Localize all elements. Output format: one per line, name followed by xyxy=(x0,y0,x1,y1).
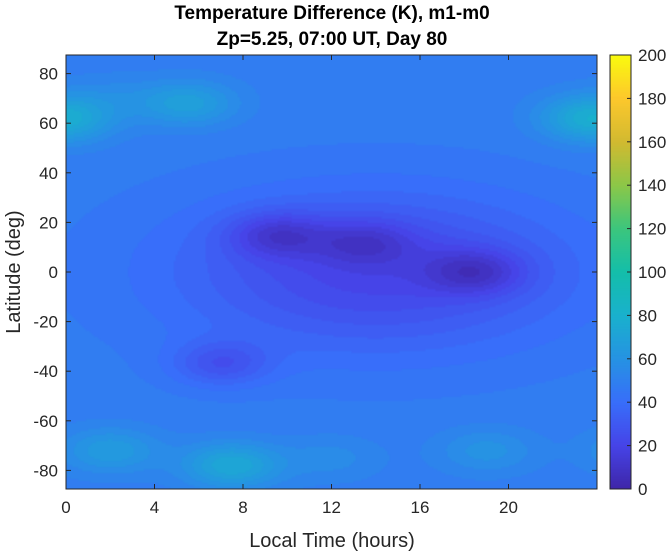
colorbar-tick-label: 100 xyxy=(638,263,666,282)
y-tick-label: -20 xyxy=(33,313,58,332)
temperature-difference-field xyxy=(66,55,597,489)
y-tick-label: 80 xyxy=(39,65,58,84)
colorbar-tick-label: 20 xyxy=(638,437,657,456)
colorbar-tick-label: 40 xyxy=(638,393,657,412)
x-tick-label: 8 xyxy=(238,498,247,517)
y-axis-label: Latitude (deg) xyxy=(3,210,25,333)
y-tick-label: -80 xyxy=(33,461,58,480)
x-tick-label: 16 xyxy=(411,498,430,517)
x-tick-label: 20 xyxy=(499,498,518,517)
plot-area: 0 4 8 12 16 20 80 60 40 20 0 -20 -40 -60 -80 xyxy=(33,54,598,517)
x-tick-label: 12 xyxy=(322,498,341,517)
colorbar-tick-label: 160 xyxy=(638,133,666,152)
colorbar-tick-label: 200 xyxy=(638,46,666,65)
y-tick-label: -40 xyxy=(33,362,58,381)
chart-title-line2: Zp=5.25, 07:00 UT, Day 80 xyxy=(217,29,448,50)
colorbar-tick-label: 80 xyxy=(638,306,657,325)
y-tick-label: 0 xyxy=(49,263,58,282)
y-tick-label: 60 xyxy=(39,114,58,133)
y-tick-label: 20 xyxy=(39,213,58,232)
x-axis: 0 4 8 12 16 20 xyxy=(61,55,518,517)
x-tick-label: 4 xyxy=(150,498,159,517)
colorbar-tick-label: 120 xyxy=(638,220,666,239)
colorbar-tick-label: 180 xyxy=(638,89,666,108)
y-tick-label: -60 xyxy=(33,412,58,431)
y-tick-label: 40 xyxy=(39,164,58,183)
colorbar-gradient xyxy=(610,55,631,489)
colorbar-tick-label: 60 xyxy=(638,350,657,369)
colorbar-tick-label: 140 xyxy=(638,176,666,195)
x-axis-label: Local Time (hours) xyxy=(249,530,415,552)
x-tick-label: 0 xyxy=(61,498,70,517)
y-axis: 80 60 40 20 0 -20 -40 -60 -80 xyxy=(33,65,597,480)
colorbar-tick-label: 0 xyxy=(638,480,647,499)
chart-title-line1: Temperature Difference (K), m1-m0 xyxy=(174,3,489,24)
